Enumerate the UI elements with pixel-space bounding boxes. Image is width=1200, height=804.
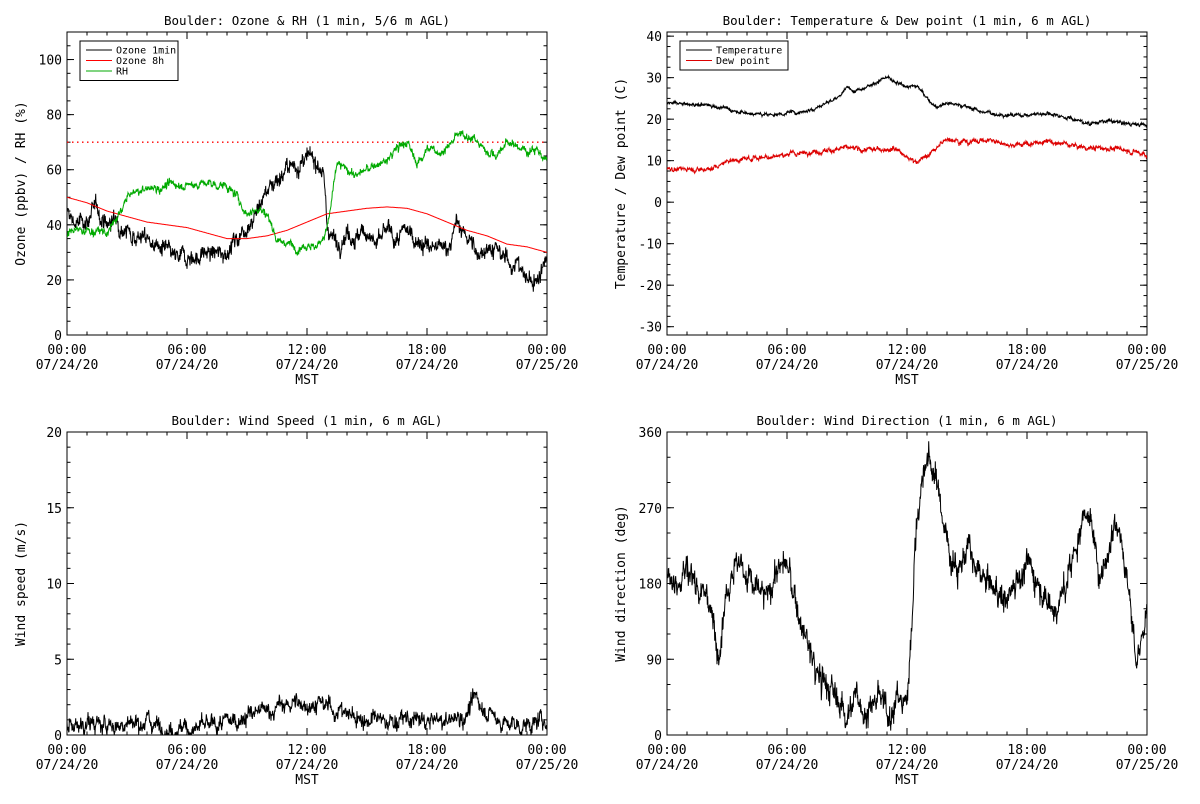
series-line-0 xyxy=(667,441,1147,731)
x-tick-time-label: 00:00 xyxy=(1127,743,1166,758)
x-tick-date-label: 07/24/20 xyxy=(396,358,459,373)
y-tick-label: 60 xyxy=(46,164,62,179)
y-tick-label: 80 xyxy=(46,109,62,124)
chart-panel-3: Boulder: Wind Direction (1 min, 6 m AGL)… xyxy=(614,413,1178,788)
y-axis-label: Temperature / Dew point (C) xyxy=(614,78,629,289)
x-tick-time-label: 00:00 xyxy=(47,743,86,758)
y-tick-label: 5 xyxy=(54,653,62,668)
x-tick-date-label: 07/24/20 xyxy=(276,758,339,773)
y-tick-label: 180 xyxy=(639,578,662,593)
y-tick-label: 0 xyxy=(654,196,662,211)
x-tick-time-label: 06:00 xyxy=(767,743,806,758)
x-tick-date-label: 07/25/20 xyxy=(516,358,579,373)
x-tick-date-label: 07/25/20 xyxy=(1116,758,1179,773)
y-tick-label: 0 xyxy=(654,729,662,744)
x-tick-time-label: 06:00 xyxy=(167,743,206,758)
legend-entry: Ozone 8h xyxy=(116,56,164,67)
y-tick-label: 90 xyxy=(646,653,662,668)
x-tick-date-label: 07/24/20 xyxy=(276,358,339,373)
legend-entry: RH xyxy=(116,67,128,78)
x-tick-time-label: 18:00 xyxy=(407,743,446,758)
chart-panel-0: Boulder: Ozone & RH (1 min, 5/6 m AGL) 0 2… xyxy=(14,13,578,388)
x-tick-date-label: 07/24/20 xyxy=(156,358,219,373)
x-tick-time-label: 00:00 xyxy=(527,743,566,758)
x-tick-date-label: 07/24/20 xyxy=(636,358,699,373)
series-line-rh xyxy=(67,130,547,257)
y-tick-label: 20 xyxy=(46,426,62,441)
legend-entry: Temperature xyxy=(716,46,782,57)
chart-title: Boulder: Wind Direction (1 min, 6 m AGL) xyxy=(756,413,1057,428)
chart-panel-2: Boulder: Wind Speed (1 min, 6 m AGL) 0 5 10… xyxy=(14,413,578,788)
series-line-0 xyxy=(67,688,547,735)
x-axis-label: MST xyxy=(895,773,919,788)
x-tick-time-label: 18:00 xyxy=(1007,743,1046,758)
x-tick-date-label: 07/24/20 xyxy=(396,758,459,773)
x-tick-date-label: 07/24/20 xyxy=(756,758,819,773)
x-tick-date-label: 07/24/20 xyxy=(636,758,699,773)
x-tick-date-label: 07/24/20 xyxy=(756,358,819,373)
x-tick-date-label: 07/24/20 xyxy=(156,758,219,773)
y-tick-label: 10 xyxy=(46,578,62,593)
x-tick-date-label: 07/24/20 xyxy=(36,358,99,373)
x-tick-date-label: 07/24/20 xyxy=(36,758,99,773)
legend-box xyxy=(679,40,789,71)
legend-entry: Ozone 1min xyxy=(116,46,176,57)
x-tick-time-label: 12:00 xyxy=(287,343,326,358)
x-tick-time-label: 18:00 xyxy=(1007,343,1046,358)
y-tick-label: 0 xyxy=(54,729,62,744)
y-tick-label: 40 xyxy=(646,30,662,45)
y-tick-label: 270 xyxy=(639,502,662,517)
y-axis-label: Wind direction (deg) xyxy=(614,505,629,662)
x-axis-label: MST xyxy=(895,373,919,388)
x-tick-time-label: 12:00 xyxy=(287,743,326,758)
x-tick-time-label: 00:00 xyxy=(647,743,686,758)
y-tick-label: 40 xyxy=(46,219,62,234)
x-tick-date-label: 07/25/20 xyxy=(516,758,579,773)
x-tick-time-label: 12:00 xyxy=(887,743,926,758)
y-tick-label: 360 xyxy=(639,426,662,441)
x-tick-time-label: 00:00 xyxy=(527,343,566,358)
plot-frame xyxy=(66,431,548,736)
x-tick-date-label: 07/24/20 xyxy=(996,758,1059,773)
y-tick-label: -10 xyxy=(639,238,662,253)
y-tick-label: 100 xyxy=(39,54,62,69)
x-tick-time-label: 06:00 xyxy=(767,343,806,358)
x-tick-time-label: 12:00 xyxy=(887,343,926,358)
y-tick-label: 30 xyxy=(646,72,662,87)
y-tick-label: 20 xyxy=(646,113,662,128)
chart-title: Boulder: Ozone & RH (1 min, 5/6 m AGL) xyxy=(164,13,450,28)
chart-panel-1: Boulder: Temperature & Dew point (1 min,… xyxy=(614,13,1178,388)
chart-title: Boulder: Wind Speed (1 min, 6 m AGL) xyxy=(172,413,443,428)
x-tick-time-label: 00:00 xyxy=(1127,343,1166,358)
series-line-ozone-8h xyxy=(67,196,547,253)
x-axis-label: MST xyxy=(295,773,319,788)
y-tick-label: 0 xyxy=(54,329,62,344)
x-tick-time-label: 00:00 xyxy=(47,343,86,358)
plot-frame xyxy=(666,31,1148,336)
y-axis-label: Wind speed (m/s) xyxy=(14,521,29,646)
legend-entry: Dew point xyxy=(716,56,770,67)
y-tick-label: -20 xyxy=(639,279,662,294)
x-tick-time-label: 06:00 xyxy=(167,343,206,358)
x-tick-date-label: 07/24/20 xyxy=(876,758,939,773)
x-tick-time-label: 00:00 xyxy=(647,343,686,358)
plot-frame xyxy=(666,431,1148,736)
y-axis-label: Ozone (ppbv) / RH (%) xyxy=(14,101,29,265)
x-tick-date-label: 07/24/20 xyxy=(876,358,939,373)
y-tick-label: 15 xyxy=(46,502,62,517)
x-tick-time-label: 18:00 xyxy=(407,343,446,358)
series-line-temperature xyxy=(667,74,1147,128)
y-tick-label: -30 xyxy=(639,321,662,336)
series-line-dew-point xyxy=(667,136,1147,175)
series-line-ozone-1min xyxy=(67,146,547,292)
x-tick-date-label: 07/24/20 xyxy=(996,358,1059,373)
x-tick-date-label: 07/25/20 xyxy=(1116,358,1179,373)
x-axis-label: MST xyxy=(295,373,319,388)
y-tick-label: 20 xyxy=(46,274,62,289)
chart-title: Boulder: Temperature & Dew point (1 min,… xyxy=(723,13,1092,28)
y-tick-label: 10 xyxy=(646,155,662,170)
